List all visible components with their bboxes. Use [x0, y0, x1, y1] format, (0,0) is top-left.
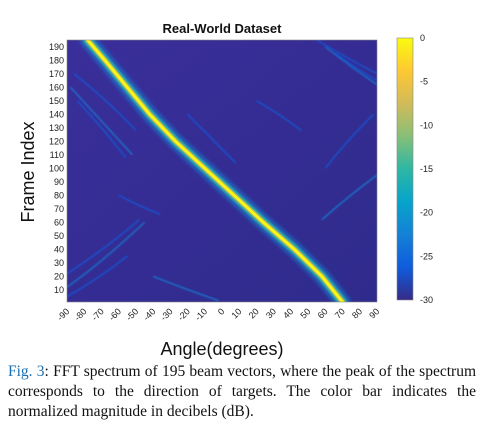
y-tick-label: 50: [54, 231, 64, 241]
y-tick-label: 60: [54, 217, 64, 227]
colorbar-tick-label: -10: [420, 120, 433, 130]
y-tick-label: 20: [54, 271, 64, 281]
y-tick-label: 190: [49, 42, 64, 52]
x-tick-label: -70: [90, 306, 106, 322]
sidelobe-streak: [316, 40, 377, 75]
ridge-point: [232, 194, 236, 197]
y-tick-label: 140: [49, 109, 64, 119]
heatmap-plot-area: [67, 40, 377, 302]
figure-caption: Fig. 3: FFT spectrum of 195 beam vectors…: [8, 362, 476, 422]
sidelobe-streak: [76, 100, 127, 158]
colorbar-tick-label: -25: [420, 251, 433, 261]
x-tick-label: 50: [298, 306, 312, 320]
sidelobe-streak: [335, 52, 377, 82]
y-tick-label: 70: [54, 204, 64, 214]
caption-text: : FFT spectrum of 195 beam vectors, wher…: [8, 363, 476, 420]
ridge-point: [262, 221, 265, 224]
sidelobe-streak: [256, 100, 302, 132]
sidelobe-streak: [152, 275, 219, 302]
y-tick-label: 110: [50, 150, 64, 160]
x-tick-labels: -90 -80 -70 -60 -50 -40 -30 -20 -10 0 10 20 30 40 50 60…: [55, 306, 381, 322]
colorbar-tick-label: -15: [420, 164, 433, 174]
y-tick-label: 100: [49, 163, 64, 173]
sidelobe-streak: [324, 46, 377, 86]
y-tick-label: 10: [54, 285, 64, 295]
figure-label: Fig. 3: [8, 363, 45, 380]
y-tick-label: 160: [49, 82, 64, 92]
sidelobe-streak: [67, 221, 146, 288]
y-tick-labels: 10 20 30 40 50 60 70 80 90 100 110 120 130 140 150 160 1…: [49, 42, 64, 295]
x-tick-label: -40: [141, 306, 157, 322]
x-tick-label: -50: [124, 306, 140, 322]
plot-frame: [66, 39, 378, 303]
chart-figure: Real-World Dataset 102030405060708090100…: [18, 21, 433, 359]
y-tick-label: 170: [49, 69, 64, 79]
chart-title: Real-World Dataset: [163, 21, 283, 36]
y-tick-label: 150: [49, 96, 64, 106]
sidelobe-streaks: [67, 40, 377, 302]
sidelobe-streak: [324, 113, 375, 169]
ridge-point: [126, 86, 129, 89]
x-tick-label: 40: [281, 306, 295, 320]
x-axis-label: Angle(degrees): [160, 339, 283, 359]
x-tick-label: 30: [264, 306, 278, 320]
ridge-point: [174, 140, 177, 143]
colorbar-tick-label: -30: [420, 295, 433, 305]
x-tick-label: 10: [229, 306, 243, 320]
colorbar-gradient: [396, 37, 414, 301]
colorbar-tick-label: 0: [420, 33, 425, 43]
sidelobe-streak: [67, 219, 140, 275]
y-tick-label: 30: [54, 258, 64, 268]
ridge-point: [320, 275, 324, 278]
sidelobe-streak: [69, 86, 134, 156]
y-tick-label: 130: [49, 123, 64, 133]
x-tick-label: 60: [316, 306, 330, 320]
colorbar: 0 -5 -10 -15 -20 -25 -30: [396, 33, 433, 305]
y-axis-label: Frame Index: [18, 121, 38, 222]
colorbar-tick-labels: 0 -5 -10 -15 -20 -25 -30: [420, 33, 433, 305]
x-tick-label: -30: [158, 306, 174, 322]
x-tick-label: -80: [72, 306, 88, 322]
ridge-point: [293, 248, 296, 251]
y-tick-label: 80: [54, 190, 64, 200]
sidelobe-streak: [118, 194, 161, 215]
x-tick-label: 90: [367, 306, 381, 320]
y-tick-label: 120: [49, 136, 64, 146]
x-tick-label: 80: [350, 306, 364, 320]
ridge-point: [148, 113, 151, 116]
x-tick-label: -10: [193, 306, 209, 322]
y-tick-label: 180: [49, 55, 64, 65]
sidelobe-streak: [67, 255, 128, 298]
x-tick-label: -60: [107, 306, 123, 322]
x-tick-label: 0: [216, 306, 227, 317]
sidelobe-streak: [73, 73, 137, 132]
ridge-point: [203, 167, 206, 170]
spectrum-peak-ridge: [79, 40, 351, 302]
x-tick-label: -90: [55, 306, 71, 322]
x-tick-label: 70: [333, 306, 347, 320]
y-tick-label: 40: [54, 244, 64, 254]
colorbar-tick-label: -20: [420, 208, 433, 218]
sidelobe-streak: [321, 174, 377, 221]
x-tick-label: -20: [176, 306, 192, 322]
colorbar-tick-label: -5: [420, 77, 428, 87]
ridge-point: [103, 59, 107, 62]
sidelobe-streak: [186, 113, 237, 164]
x-tick-label: 20: [247, 306, 261, 320]
y-tick-label: 90: [54, 177, 64, 187]
